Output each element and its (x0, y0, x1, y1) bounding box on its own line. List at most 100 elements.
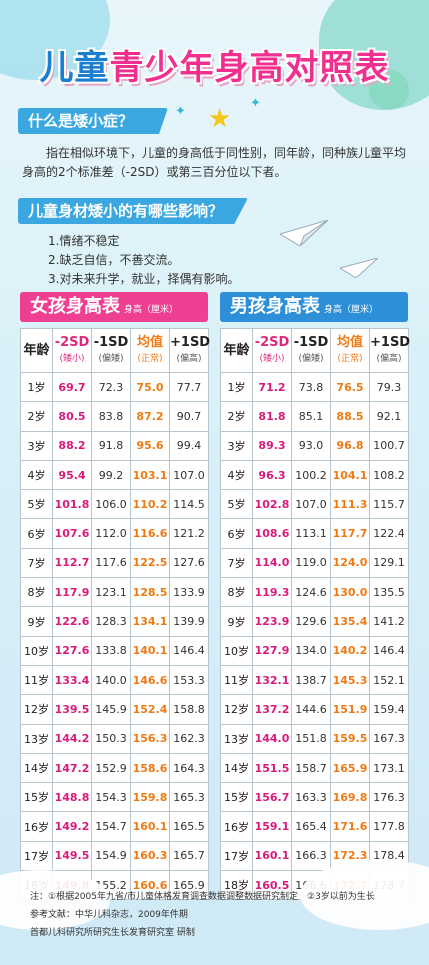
table-row: 1岁 71.2 73.8 76.5 79.3 (220, 371, 409, 403)
cell-mean: 159.5 (330, 723, 370, 754)
cell-mean: 124.0 (330, 547, 370, 579)
cell-m2: 149.2 (52, 811, 92, 842)
cell-p1: 158.8 (169, 694, 209, 725)
cell-mean: 160.3 (130, 840, 170, 872)
cell-mean: 151.9 (330, 694, 370, 725)
cell-p1: 162.3 (169, 723, 209, 754)
col-plus1sd-header: +1SD (偏高) (169, 328, 210, 373)
cell-m2: 69.7 (52, 371, 92, 403)
table-row: 6岁 107.6 112.0 116.6 121.2 (20, 518, 209, 549)
cell-age: 18岁 (220, 870, 253, 901)
cell-mean: 140.1 (130, 635, 170, 666)
cell-m2: 160.5 (252, 870, 292, 901)
cell-mean: 140.2 (330, 635, 370, 666)
girls-height-table: 女孩身高表 身高（厘米） 年龄 -2SD (矮小) -1SD (偏矮) 均值 (正常) … (20, 292, 210, 901)
cell-mean: 128.5 (130, 577, 170, 608)
col-minus2sd-header: -2SD (矮小) (52, 328, 92, 373)
effects-item: 2.缺乏自信，不善交流。 (48, 253, 180, 267)
table-row: 10岁 127.9 134.0 140.2 146.4 (220, 635, 409, 666)
cell-p1: 99.4 (169, 430, 209, 461)
cell-p1: 146.4 (169, 635, 209, 666)
cell-p1: 79.3 (369, 371, 409, 403)
decor-cloud (300, 860, 429, 930)
cell-m2: 149.5 (52, 840, 92, 872)
table-row: 4岁 96.3 100.2 104.1 108.2 (220, 459, 409, 491)
cell-m1: 113.1 (291, 518, 331, 549)
cell-m2: 151.5 (252, 752, 292, 784)
cell-age: 10岁 (20, 635, 53, 666)
cell-mean: 165.9 (330, 752, 370, 784)
cell-m1: 128.3 (91, 606, 131, 637)
cell-age: 6岁 (20, 518, 53, 549)
cell-m1: 72.3 (91, 371, 131, 403)
boys-table: 年龄 -2SD (矮小) -1SD (偏矮) 均值 (正常) +1SD (偏高) 1岁 7… (220, 328, 410, 901)
col-age-header: 年龄 (220, 328, 253, 373)
girls-table-unit: 身高（厘米） (124, 305, 179, 315)
table-row: 15岁 148.8 154.3 159.8 165.3 (20, 782, 209, 813)
paper-plane-icon (280, 220, 328, 246)
cell-m1: 107.0 (291, 489, 331, 520)
cell-age: 5岁 (220, 489, 253, 520)
cell-mean: 76.5 (330, 371, 370, 403)
cell-m2: 139.5 (52, 694, 92, 725)
cell-p1: 167.3 (369, 723, 409, 754)
table-row: 8岁 117.9 123.1 128.5 133.9 (20, 577, 209, 608)
cell-m1: 165.4 (291, 811, 331, 842)
cell-m1: 140.0 (91, 664, 131, 696)
cell-m1: 138.7 (291, 664, 331, 696)
table-row: 11岁 133.4 140.0 146.6 153.3 (20, 664, 209, 696)
table-row: 6岁 108.6 113.1 117.7 122.4 (220, 518, 409, 549)
table-row: 16岁 149.2 154.7 160.1 165.5 (20, 811, 209, 842)
cell-m2: 95.4 (52, 459, 92, 491)
cell-m2: 107.6 (52, 518, 92, 549)
cell-mean: 130.0 (330, 577, 370, 608)
cell-age: 4岁 (220, 459, 253, 491)
col-mean-header: 均值 (正常) (130, 328, 170, 373)
star-icon: ✦ (250, 96, 261, 111)
cell-m2: 71.2 (252, 371, 292, 403)
cell-p1: 159.4 (369, 694, 409, 725)
cell-m1: 73.8 (291, 371, 331, 403)
table-row: 9岁 122.6 128.3 134.1 139.9 (20, 606, 209, 637)
cell-p1: 177.8 (369, 811, 409, 842)
cell-m1: 144.6 (291, 694, 331, 725)
cell-m1: 117.6 (91, 547, 131, 579)
cell-age: 9岁 (220, 606, 253, 637)
cell-m1: 133.8 (91, 635, 131, 666)
footnote-author: 首都儿科研究所研究生长发育研究室 研制 (30, 928, 195, 938)
cell-age: 17岁 (220, 840, 253, 872)
cell-m1: 163.3 (291, 782, 331, 813)
girls-table-header: 女孩身高表 身高（厘米） (20, 292, 208, 322)
cell-p1: 165.7 (169, 840, 209, 872)
boys-table-title: 男孩身高表 (230, 296, 320, 317)
cell-mean: 169.8 (330, 782, 370, 813)
cell-m2: 122.6 (52, 606, 92, 637)
table-row: 8岁 119.3 124.6 130.0 135.5 (220, 577, 409, 608)
cell-mean: 104.1 (330, 459, 370, 491)
cell-m1: 150.3 (91, 723, 131, 754)
cell-m1: 154.7 (91, 811, 131, 842)
cell-mean: 156.3 (130, 723, 170, 754)
cell-p1: 129.1 (369, 547, 409, 579)
cell-m1: 85.1 (291, 401, 331, 432)
title-part1: 儿童 (39, 48, 110, 88)
cell-p1: 122.4 (369, 518, 409, 549)
table-row: 13岁 144.0 151.8 159.5 167.3 (220, 723, 409, 754)
cell-p1: 165.5 (169, 811, 209, 842)
table-row: 12岁 137.2 144.6 151.9 159.4 (220, 694, 409, 725)
cell-age: 5岁 (20, 489, 53, 520)
col-minus1sd-header: -1SD (偏矮) (91, 328, 131, 373)
cell-m1: 119.0 (291, 547, 331, 579)
girls-table-title: 女孩身高表 (30, 296, 120, 317)
cell-mean: 111.3 (330, 489, 370, 520)
table-row: 5岁 102.8 107.0 111.3 115.7 (220, 489, 409, 520)
table-row: 9岁 123.9 129.6 135.4 141.2 (220, 606, 409, 637)
cell-m2: 89.3 (252, 430, 292, 461)
cell-m2: 114.0 (252, 547, 292, 579)
col-minus2sd-header: -2SD (矮小) (252, 328, 292, 373)
cell-m1: 134.0 (291, 635, 331, 666)
cell-m2: 133.4 (52, 664, 92, 696)
cell-age: 8岁 (20, 577, 53, 608)
cell-age: 13岁 (220, 723, 253, 754)
cell-mean: 87.2 (130, 401, 170, 432)
